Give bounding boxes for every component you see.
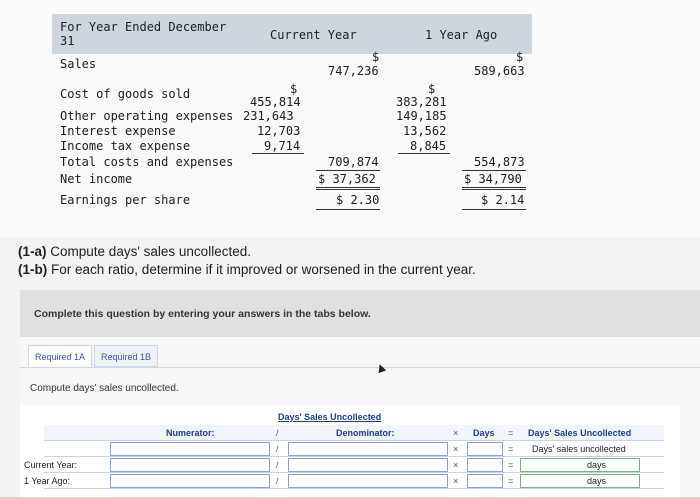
- cogs-label: Cost of goods sold: [60, 87, 191, 101]
- equals-symbol-current: =: [508, 460, 514, 470]
- eps-prior-underline: [462, 209, 526, 210]
- current-denominator-input[interactable]: [288, 458, 448, 472]
- table-subheader-row: [44, 441, 664, 457]
- question-1b-text: For each ratio, determine if it improved…: [51, 262, 476, 277]
- total-prior-underline: [462, 170, 526, 171]
- sales-label: Sales: [60, 57, 97, 71]
- net-income-label: Net income: [60, 172, 133, 186]
- subquestion-text: Compute days' sales uncollected.: [30, 383, 179, 394]
- divide-symbol-header: /: [276, 428, 279, 438]
- equals-symbol-header: =: [508, 428, 514, 438]
- numerator-label-input[interactable]: [110, 442, 270, 456]
- tab-required-1b[interactable]: Required 1B: [94, 345, 159, 367]
- sales-current-dollar: $: [372, 50, 380, 64]
- opex-prior: 149,185: [396, 109, 447, 123]
- net-prior-double-underline: [462, 187, 526, 190]
- sales-prior: 589,663: [474, 64, 525, 78]
- prior-year-label: 1 Year Ago:: [24, 476, 71, 486]
- cogs-current: 455,814: [250, 95, 301, 109]
- divide-symbol-prior: /: [276, 476, 279, 486]
- opex-label: Other operating expenses: [60, 109, 234, 123]
- sales-current: 747,236: [328, 64, 379, 78]
- tax-current-underline: [252, 153, 304, 154]
- eps-current: $ 2.30: [336, 193, 380, 207]
- prior-days-input[interactable]: [467, 474, 503, 488]
- cogs-prior: 383,281: [396, 95, 447, 109]
- eps-label: Earnings per share: [60, 193, 191, 207]
- cogs-current-dollar: $: [290, 82, 298, 96]
- prior-year-header: 1 Year Ago: [425, 28, 498, 42]
- eps-current-underline: [316, 209, 380, 210]
- days-sub-input[interactable]: [467, 442, 503, 456]
- divide-symbol-current: /: [276, 460, 279, 470]
- sales-prior-dollar: $: [516, 50, 524, 64]
- equals-symbol-prior: =: [508, 476, 514, 486]
- question-1b: (1-b) For each ratio, determine if it im…: [18, 262, 476, 277]
- times-symbol-sub: ×: [453, 444, 459, 454]
- tax-prior-underline: [398, 153, 450, 154]
- tax-prior: 8,845: [410, 139, 447, 153]
- question-1a: (1-a) Compute days' sales uncollected.: [18, 244, 251, 259]
- tab-required-1a[interactable]: Required 1A: [28, 345, 93, 367]
- total-label: Total costs and expenses: [60, 155, 234, 169]
- denominator-header: Denominator:: [336, 428, 395, 438]
- current-result-input[interactable]: days: [520, 458, 640, 472]
- times-symbol-header: ×: [453, 428, 459, 438]
- total-current-underline: [316, 170, 380, 171]
- days-sales-uncollected-table: Days' Sales Uncollected Numerator: / Den…: [20, 405, 680, 497]
- net-current-double-underline: [316, 187, 380, 190]
- result-subheader: Days' sales uncollected: [532, 444, 626, 454]
- prior-year-row: [44, 473, 664, 489]
- income-statement: For Year Ended December 31 Current Year …: [0, 0, 700, 238]
- equals-symbol-sub: =: [508, 444, 514, 454]
- prior-days-unit: days: [587, 476, 607, 486]
- cogs-prior-dollar: $: [428, 82, 436, 96]
- period-label: For Year Ended December 31: [60, 20, 227, 48]
- prior-denominator-input[interactable]: [288, 474, 448, 488]
- times-symbol-current: ×: [453, 460, 459, 470]
- eps-prior: $ 2.14: [481, 193, 525, 207]
- tax-current: 9,714: [264, 139, 301, 153]
- statement-header-band: [52, 14, 532, 54]
- total-prior: 554,873: [474, 155, 525, 169]
- result-header: Days' Sales Uncollected: [528, 428, 632, 438]
- total-current: 709,874: [328, 155, 379, 169]
- interest-current: 12,703: [257, 124, 301, 138]
- tax-label: Income tax expense: [60, 139, 191, 153]
- current-year-header: Current Year: [270, 28, 357, 42]
- opex-current: 231,643: [243, 109, 294, 123]
- prior-result-input[interactable]: days: [520, 474, 640, 488]
- prior-numerator-input[interactable]: [110, 474, 270, 488]
- question-1a-text: Compute days' sales uncollected.: [50, 244, 251, 259]
- current-days-unit: days: [587, 460, 607, 470]
- numerator-header: Numerator:: [166, 428, 215, 438]
- instructions-text: Complete this question by entering your …: [34, 308, 371, 320]
- current-year-label: Current Year:: [24, 460, 78, 470]
- question-1b-prefix: (1-b): [18, 262, 48, 277]
- interest-label: Interest expense: [60, 124, 176, 138]
- net-income-prior: $ 34,790: [464, 172, 522, 186]
- current-year-row: [44, 457, 664, 473]
- denominator-label-input[interactable]: [288, 442, 448, 456]
- divide-symbol-sub: /: [276, 444, 279, 454]
- days-header: Days: [473, 428, 495, 438]
- table-title: Days' Sales Uncollected: [278, 412, 382, 422]
- question-1a-prefix: (1-a): [18, 244, 47, 259]
- table-header-row: [44, 425, 664, 441]
- instructions-banner: Complete this question by entering your …: [20, 290, 700, 336]
- current-numerator-input[interactable]: [110, 458, 270, 472]
- tab-divider: [20, 367, 700, 368]
- interest-prior: 13,562: [403, 124, 447, 138]
- times-symbol-prior: ×: [453, 476, 459, 486]
- current-days-input[interactable]: [467, 458, 503, 472]
- net-income-current: $ 37,362: [318, 172, 376, 186]
